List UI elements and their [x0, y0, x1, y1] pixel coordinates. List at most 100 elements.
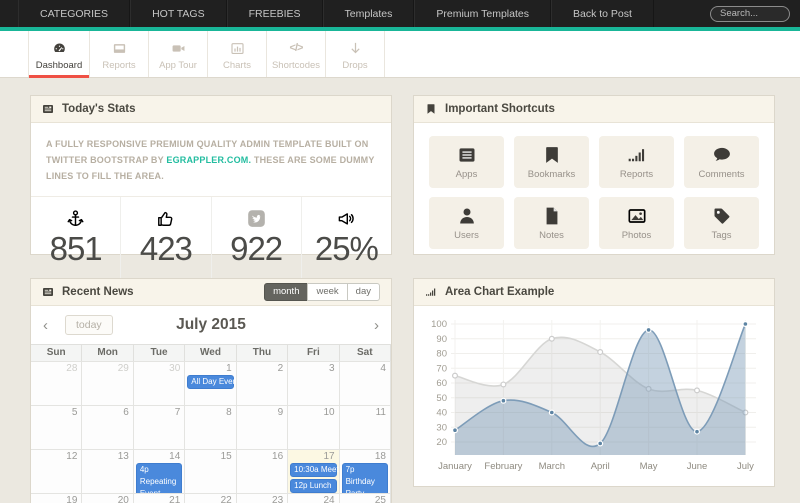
- nav-item-freebies[interactable]: FREEBIES: [227, 0, 323, 27]
- calendar-day-7[interactable]: 7: [134, 405, 185, 449]
- calendar-event[interactable]: 12p Lunch: [290, 479, 336, 493]
- calendar-day-6[interactable]: 6: [82, 405, 133, 449]
- egrappler-link[interactable]: EGRAPPLER.COM.: [166, 155, 251, 165]
- calendar-day-13[interactable]: 13: [82, 449, 133, 493]
- calendar-day-4[interactable]: 4: [340, 361, 391, 405]
- shortcut-reports[interactable]: Reports: [599, 136, 674, 188]
- calendar-day-15[interactable]: 15: [185, 449, 236, 493]
- calendar-day-30[interactable]: 30: [134, 361, 185, 405]
- calendar-day-23[interactable]: 23: [237, 493, 288, 503]
- search-input[interactable]: [710, 6, 790, 22]
- calendar-day-11[interactable]: 11: [340, 405, 391, 449]
- stat-megaphone: 25%: [301, 197, 391, 281]
- calendar-day-16[interactable]: 16: [237, 449, 288, 493]
- shortcut-apps[interactable]: Apps: [429, 136, 504, 188]
- calendar-day-2[interactable]: 2: [237, 361, 288, 405]
- nav-item-categories[interactable]: CATEGORIES: [18, 0, 130, 27]
- calendar-day-22[interactable]: 22: [185, 493, 236, 503]
- day-header-mon: Mon: [82, 345, 133, 361]
- calendar-event[interactable]: 7p Birthday Party: [342, 463, 388, 493]
- tab-dashboard[interactable]: Dashboard: [28, 31, 90, 77]
- signal-bars-icon: [627, 145, 647, 165]
- calendar-day-18[interactable]: 187p Birthday Party: [340, 449, 391, 493]
- calendar-day-19[interactable]: 19: [31, 493, 82, 503]
- calendar-day-12[interactable]: 12: [31, 449, 82, 493]
- shortcut-tags[interactable]: Tags: [684, 197, 759, 249]
- shortcut-label: Tags: [711, 230, 731, 241]
- panel-title: Today's Stats: [62, 103, 135, 115]
- nav-item-hot-tags[interactable]: HOT TAGS: [130, 0, 227, 27]
- tab-drops[interactable]: Drops: [326, 31, 385, 77]
- calendar-day-14[interactable]: 144p Repeating Event: [134, 449, 185, 493]
- svg-text:June: June: [687, 461, 708, 472]
- calendar-day-28[interactable]: 28: [31, 361, 82, 405]
- tab-label: Reports: [102, 60, 135, 71]
- shortcut-label: Bookmarks: [528, 169, 576, 180]
- news-icon: [42, 286, 54, 298]
- nav-item-back-to-post[interactable]: Back to Post: [551, 0, 654, 27]
- dashboard-icon: [52, 41, 67, 56]
- tab-strip: Dashboard Reports App TourCharts</>Shortco…: [0, 31, 800, 78]
- svg-text:80: 80: [436, 349, 447, 360]
- calendar-toolbar: ‹ today July 2015 ›: [31, 306, 391, 344]
- shortcut-label: Reports: [620, 169, 653, 180]
- day-number: 16: [237, 450, 287, 462]
- shortcut-label: Notes: [539, 230, 564, 241]
- shortcut-notes[interactable]: Notes: [514, 197, 589, 249]
- view-button-month[interactable]: month: [264, 283, 308, 301]
- shortcut-comments[interactable]: Comments: [684, 136, 759, 188]
- shortcut-photos[interactable]: Photos: [599, 197, 674, 249]
- shortcut-bookmarks[interactable]: Bookmarks: [514, 136, 589, 188]
- shortcut-label: Photos: [622, 230, 652, 241]
- calendar-day-17[interactable]: 1710:30a Meetin12p Lunch: [288, 449, 339, 493]
- calendar-day-1[interactable]: 1All Day Event: [185, 361, 236, 405]
- day-header-sat: Sat: [340, 345, 391, 361]
- calendar-event[interactable]: 10:30a Meetin: [290, 463, 336, 477]
- calendar-event[interactable]: 4p Repeating Event: [136, 463, 182, 493]
- day-number: 19: [31, 494, 81, 503]
- calendar-day-10[interactable]: 10: [288, 405, 339, 449]
- bookmark-icon: [542, 145, 562, 165]
- view-button-week[interactable]: week: [307, 283, 347, 301]
- nav-item-premium-templates[interactable]: Premium Templates: [414, 0, 551, 27]
- panel-title: Recent News: [62, 286, 265, 298]
- today-button[interactable]: today: [65, 315, 113, 335]
- calendar-day-29[interactable]: 29: [82, 361, 133, 405]
- calendar-day-8[interactable]: 8: [185, 405, 236, 449]
- svg-text:January: January: [438, 461, 472, 472]
- next-month-icon[interactable]: ›: [365, 317, 379, 334]
- panel-title: Area Chart Example: [445, 286, 554, 298]
- chart-box-icon: [230, 41, 245, 56]
- calendar-day-9[interactable]: 9: [237, 405, 288, 449]
- prev-month-icon[interactable]: ‹: [43, 317, 57, 334]
- tag-icon: [712, 206, 732, 226]
- calendar-day-20[interactable]: 20: [82, 493, 133, 503]
- day-number: 10: [288, 406, 338, 418]
- area-chart-svg: 2030405060708090100JanuaryFebruaryMarchA…: [414, 308, 774, 484]
- calendar-table: SunMonTueWedThuFriSat 2829301All Day Eve…: [31, 344, 391, 503]
- calendar-day-24[interactable]: 24: [288, 493, 339, 503]
- calendar-week-row: 2829301All Day Event234: [31, 361, 391, 405]
- day-number: 25: [340, 494, 390, 503]
- day-header-sun: Sun: [31, 345, 82, 361]
- calendar-day-3[interactable]: 3: [288, 361, 339, 405]
- tab-charts[interactable]: Charts: [208, 31, 267, 77]
- day-number: 15: [185, 450, 235, 462]
- tab-app-tour[interactable]: App Tour: [149, 31, 208, 77]
- arrow-down-icon: [348, 40, 363, 57]
- svg-text:April: April: [591, 461, 610, 472]
- important-shortcuts-header: Important Shortcuts: [414, 96, 774, 123]
- calendar-event[interactable]: All Day Event: [187, 375, 233, 389]
- calendar-day-5[interactable]: 5: [31, 405, 82, 449]
- calendar-day-21[interactable]: 21: [134, 493, 185, 503]
- tab-label: Drops: [342, 60, 367, 71]
- photo-icon: [627, 206, 647, 226]
- calendar-day-25[interactable]: 25: [340, 493, 391, 503]
- view-button-day[interactable]: day: [347, 283, 380, 301]
- nav-item-templates[interactable]: Templates: [323, 0, 415, 27]
- anchor-icon: [66, 209, 85, 228]
- tab-reports[interactable]: Reports: [90, 31, 149, 77]
- shortcut-users[interactable]: Users: [429, 197, 504, 249]
- tab-shortcodes[interactable]: </>Shortcodes: [267, 31, 326, 77]
- day-number: 9: [237, 406, 287, 418]
